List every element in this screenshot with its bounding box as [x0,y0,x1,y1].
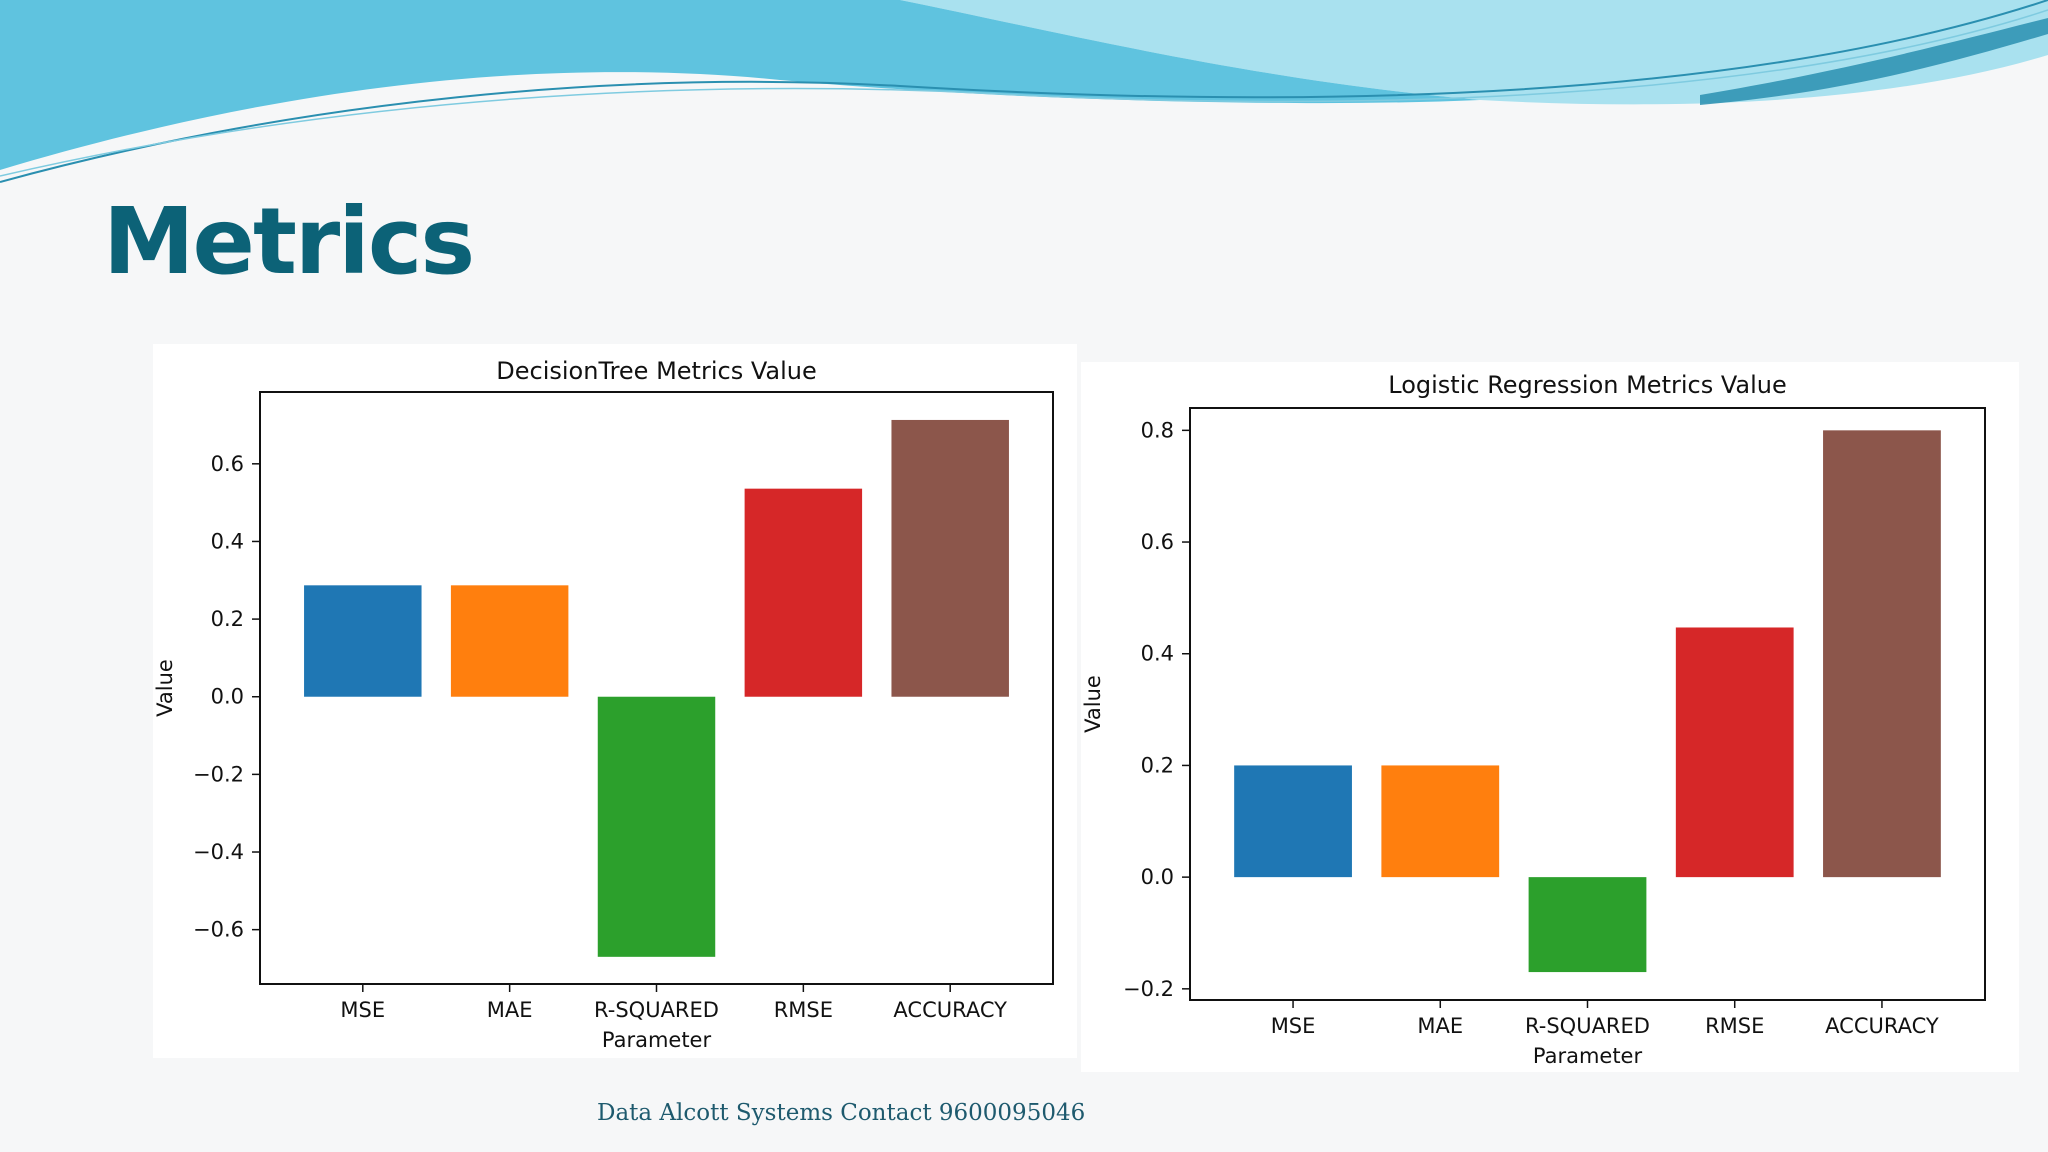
x-tick-label: R-SQUARED [1525,1014,1650,1038]
y-tick-label: 0.0 [1141,865,1174,889]
axes-frame [259,391,1054,985]
bar-rmse [744,488,863,697]
footer-contact: Data Alcott Systems Contact 9600095046 [597,1100,1086,1126]
x-tick-label: MSE [340,998,385,1022]
y-tick-label: 0.4 [211,529,244,553]
wave-light-band [900,0,2048,105]
y-axis-label: Value [1081,675,1105,733]
x-tick-label: MSE [1271,1014,1316,1038]
x-tick-label: RMSE [774,998,833,1022]
axes-frame [1189,407,1986,1001]
bar-mse [1234,765,1352,878]
y-tick-label: −0.2 [193,762,244,786]
decision-tree-chart-panel: DecisionTree Metrics Value MSE MAE R-SQUARE… [153,344,1077,1058]
y-tick-label: −0.6 [193,918,244,942]
x-tick-label: R-SQUARED [594,998,719,1022]
logistic-regression-chart-panel: Logistic Regression Metrics Value MSE MAE R… [1081,362,2019,1072]
bar-accuracy [891,419,1009,697]
slide-title: Metrics [103,188,475,295]
y-tick-label: 0.8 [1141,418,1174,442]
bar-rmse [1675,627,1794,878]
x-tick-label: MAE [487,998,533,1022]
y-tick-label: 0.6 [211,452,244,476]
x-tick-label: MAE [1417,1014,1463,1038]
bar-r-squared [597,696,716,957]
wave-line [0,0,2048,183]
x-axis-label: Parameter [1533,1044,1643,1068]
wave-line-thin [0,9,2048,177]
decision-tree-chart: DecisionTree Metrics Value MSE MAE R-SQUARE… [153,357,1054,1052]
x-tick-label: ACCURACY [1825,1014,1939,1038]
wave-dark-band [0,0,1480,170]
chart-title: Logistic Regression Metrics Value [1388,371,1787,399]
y-tick-label: 0.4 [1141,642,1174,666]
bar-mae [450,585,569,697]
y-tick-label: 0.2 [1141,753,1174,777]
x-tick-label: ACCURACY [893,998,1007,1022]
y-tick-label: 0.2 [211,607,244,631]
wave-accent-band [1700,18,2048,105]
bar-accuracy [1823,430,1941,878]
bar-mae [1381,765,1500,878]
bar-r-squared [1528,877,1647,973]
slide-header-wave [0,0,2048,183]
x-tick-label: RMSE [1705,1014,1764,1038]
y-axis-label: Value [153,659,177,717]
chart-title: DecisionTree Metrics Value [496,357,816,385]
y-tick-label: 0.0 [211,685,244,709]
y-tick-label: −0.2 [1123,977,1174,1001]
bar-mse [304,585,422,697]
y-tick-label: −0.4 [193,840,244,864]
y-tick-label: 0.6 [1141,530,1174,554]
logistic-regression-chart: Logistic Regression Metrics Value MSE MAE R… [1081,371,1986,1068]
x-axis-label: Parameter [602,1028,712,1052]
